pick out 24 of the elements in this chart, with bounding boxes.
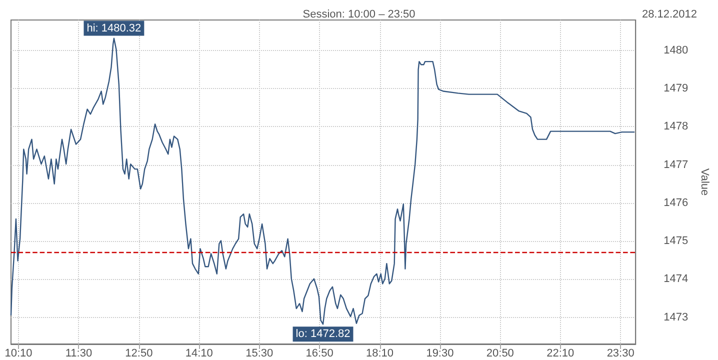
annotation: hi: 1480.32 [86,22,142,34]
x-tick-label: 22:10 [546,348,574,360]
y-tick-label: 1473 [664,311,688,324]
annotation: lo: 1472.82 [296,328,350,340]
x-tick-label: 23:30 [606,348,634,360]
chart-subtitle: Session: 10:00 – 23:50 [302,8,416,20]
y-tick-label: 1476 [664,196,688,209]
x-tick-label: 11:30 [65,348,92,360]
x-tick-label: 10:10 [4,348,32,360]
y-axis-title: Value [698,168,710,196]
x-tick-label: 12:50 [125,348,153,360]
y-tick-label: 1474 [664,273,688,286]
x-tick-label: 19:30 [426,348,454,360]
x-tick-label: 15:30 [246,348,274,360]
x-tick-label: 16:50 [306,348,334,360]
text: 28.12.2012 [642,8,698,20]
y-tick-label: 1477 [664,158,688,171]
x-tick-label: 14:10 [185,348,213,360]
y-tick-label: 1480 [664,44,688,56]
x-tick-label: 18:10 [366,348,394,360]
y-tick-label: 1478 [664,120,688,133]
y-tick-label: 1475 [664,235,688,248]
x-tick-label: 20:50 [486,348,514,360]
y-tick-label: 1479 [664,82,688,95]
